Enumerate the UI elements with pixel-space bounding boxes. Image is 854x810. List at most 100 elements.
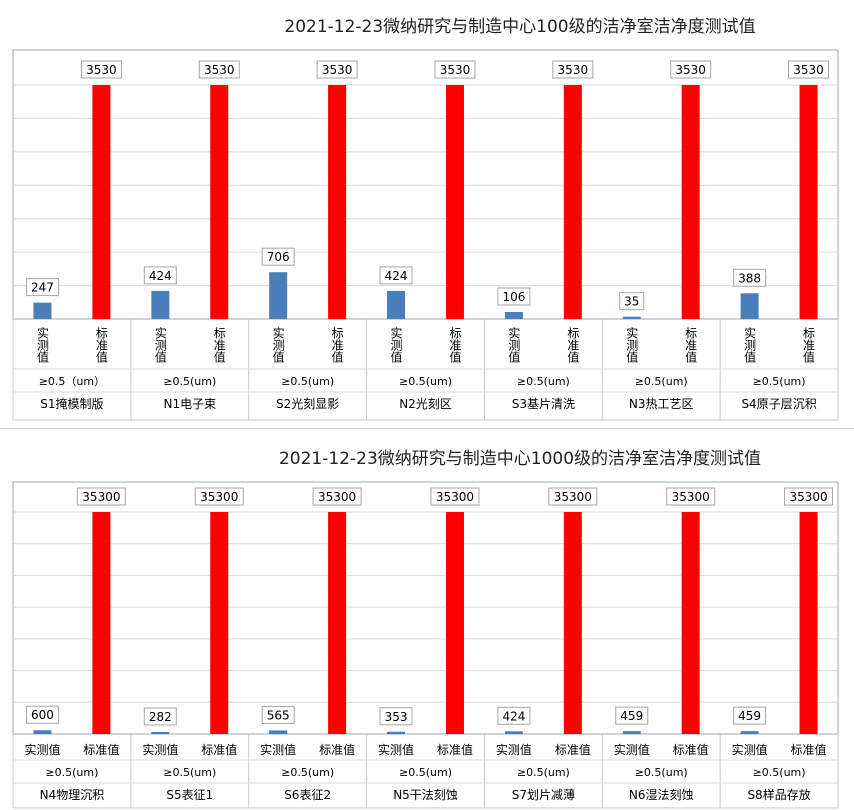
size-label: ≥0.5(um) [753, 766, 806, 779]
data-label: 459 [738, 709, 761, 723]
data-label: 35 [624, 295, 639, 309]
series-label: 标准值 [330, 327, 344, 364]
location-label: N5干法刻蚀 [393, 788, 458, 802]
bar-standard [92, 85, 111, 319]
data-label: 35300 [672, 490, 710, 504]
data-label-box [261, 247, 295, 266]
location-label: N3热工艺区 [629, 397, 694, 411]
series-label: 标准值 [437, 742, 473, 757]
series-label: 实测值 [35, 326, 49, 364]
data-label-box [430, 487, 480, 506]
size-label: ≥0.5(um) [517, 766, 570, 779]
bar-measured [269, 730, 288, 734]
data-label: 424 [149, 269, 172, 283]
data-label-box [434, 60, 476, 79]
data-label: 106 [502, 290, 525, 304]
bar-standard [681, 512, 700, 734]
series-label: 标准值 [212, 327, 226, 364]
data-label-box [733, 268, 767, 287]
data-label-box [497, 287, 531, 306]
series-label: 实测值 [271, 326, 285, 364]
data-label: 35300 [436, 490, 474, 504]
series-label: 实测值 [389, 326, 403, 364]
data-label-box [194, 487, 244, 506]
data-label: 247 [31, 281, 54, 295]
bar-measured [33, 302, 52, 319]
series-label: 标准值 [791, 742, 827, 757]
bar-measured [740, 731, 759, 734]
data-label: 35300 [82, 490, 120, 504]
bar-standard [445, 85, 464, 319]
series-label: 实测值 [153, 326, 167, 364]
bar-measured [740, 293, 759, 319]
data-label: 706 [267, 250, 290, 264]
sheet-divider [0, 428, 854, 429]
series-label: 标准值 [555, 742, 591, 757]
data-label-box [548, 487, 598, 506]
series-label: 实测值 [507, 326, 521, 364]
series-label: 标准值 [684, 327, 698, 364]
bar-measured [151, 732, 170, 734]
series-label: 实测值 [743, 326, 757, 364]
chart-panel-100: 2021-12-23微纳研究与制造中心100级的洁净室洁净度测试值 247 实测值… [12, 17, 839, 421]
location-label: N1电子束 [163, 397, 216, 411]
size-label: ≥0.5(um) [753, 375, 806, 388]
data-label-box [143, 266, 177, 285]
data-label: 3530 [675, 63, 706, 77]
chart-panel-1000: 2021-12-23微纳研究与制造中心1000级的洁净室洁净度测试值 600 实测… [0, 430, 854, 810]
bar-standard [563, 512, 582, 734]
series-label: 标准值 [802, 327, 816, 364]
chart-title-1000: 2021-12-23微纳研究与制造中心1000级的洁净室洁净度测试值 [278, 449, 762, 469]
data-label: 3530 [86, 63, 117, 77]
data-label: 388 [738, 271, 761, 285]
size-label: ≥0.5(um) [163, 375, 216, 388]
data-label-box [198, 60, 240, 79]
data-label-box [615, 706, 649, 725]
data-label-box [316, 60, 358, 79]
data-label-box [25, 278, 59, 297]
bar-measured [622, 731, 641, 734]
data-label-box [666, 487, 716, 506]
bar-measured [269, 272, 288, 319]
location-label: N2光刻区 [399, 397, 452, 411]
data-label: 35300 [554, 490, 592, 504]
data-label-box [25, 705, 59, 724]
data-label-box [379, 266, 413, 285]
data-label: 3530 [322, 63, 353, 77]
size-label: ≥0.5(um) [399, 766, 452, 779]
bar-standard [445, 512, 464, 734]
bar-standard [799, 512, 818, 734]
data-label-box [733, 706, 767, 725]
location-label: S5表征1 [166, 788, 213, 802]
location-label: S8样品存放 [747, 787, 810, 802]
chart-title-100: 2021-12-23微纳研究与制造中心100级的洁净室洁净度测试值 [284, 17, 756, 37]
series-label: 标准值 [448, 327, 462, 364]
bar-measured [504, 311, 523, 319]
data-label: 3530 [558, 63, 589, 77]
location-label: S1掩模制版 [40, 397, 103, 411]
data-label-box [261, 705, 295, 724]
size-label: ≥0.5(um) [281, 766, 334, 779]
size-label: ≥0.5(um) [517, 375, 570, 388]
series-label: 标准值 [319, 742, 355, 757]
series-label: 实测值 [732, 742, 768, 757]
size-label: ≥0.5(um) [163, 766, 216, 779]
location-label: S3基片清洗 [512, 397, 575, 411]
size-label: ≥0.5(um) [635, 766, 688, 779]
bar-measured [387, 290, 406, 319]
data-label-box [788, 60, 830, 79]
bar-measured [387, 731, 406, 734]
location-label: S4原子层沉积 [741, 397, 816, 411]
location-label: S6表征2 [284, 788, 331, 802]
bar-chart-1000: 600 实测值 35300 标准值 ≥0.5(um) N4物理沉积 282 实测值 35300 标… [12, 481, 839, 809]
data-label-box [379, 707, 413, 726]
data-label: 565 [267, 708, 290, 722]
series-label: 实测值 [378, 742, 414, 757]
data-label-box [312, 487, 362, 506]
bar-measured [33, 730, 52, 734]
data-label: 3530 [204, 63, 235, 77]
plot-area [12, 481, 839, 735]
bar-standard [563, 85, 582, 319]
data-label: 600 [31, 708, 54, 722]
bar-standard [681, 85, 700, 319]
